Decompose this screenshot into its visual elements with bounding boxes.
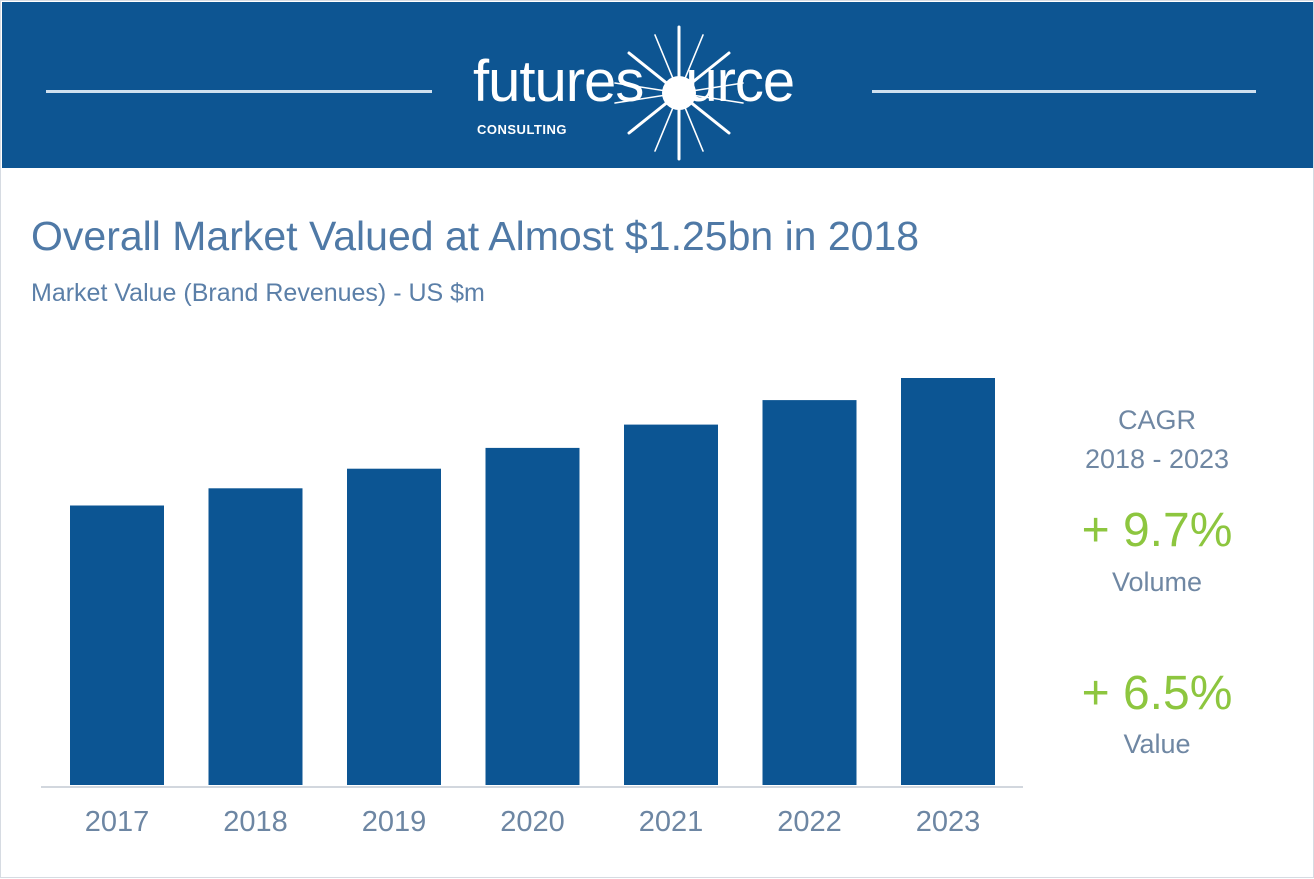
brand-banner	[2, 2, 1313, 168]
cagr-heading: CAGR	[1117, 405, 1196, 435]
banner-rule-right	[872, 90, 1256, 93]
cagr-volume-label: Volume	[1111, 567, 1203, 597]
bar-2019	[347, 468, 441, 785]
x-tick-label-2019: 2019	[362, 806, 427, 838]
cagr-volume-value: + 9.7%	[1081, 504, 1233, 557]
cagr-value-value: + 6.5%	[1081, 667, 1233, 720]
bar-2017	[70, 505, 164, 785]
chart-title: Overall Market Valued at Almost $1.25bn …	[31, 213, 920, 259]
starburst-o-icon	[614, 25, 744, 161]
x-tick-label-2023: 2023	[916, 806, 981, 838]
bar-2020	[485, 447, 580, 785]
x-tick-label-2022: 2022	[777, 806, 842, 838]
logo-word-right: urce	[685, 49, 795, 114]
bar-2022	[762, 400, 857, 785]
bar-2018	[208, 488, 303, 785]
banner-rule-left	[46, 90, 432, 93]
chart-subtitle: Market Value (Brand Revenues) - US $m	[31, 279, 485, 307]
x-tick-label-2018: 2018	[223, 806, 288, 838]
x-tick-label-2021: 2021	[639, 806, 704, 838]
x-tick-label-2017: 2017	[85, 806, 150, 838]
brand-logo-wordmark: futures urce	[473, 49, 795, 114]
logo-word-left: futures	[473, 49, 644, 114]
cagr-period: 2018 - 2023	[1084, 444, 1230, 474]
cagr-value-label: Value	[1123, 729, 1191, 759]
logo-tagline: CONSULTING	[477, 122, 567, 137]
x-tick-label-2020: 2020	[500, 806, 565, 838]
bar-2023	[901, 378, 995, 785]
bar-2021	[624, 424, 718, 785]
